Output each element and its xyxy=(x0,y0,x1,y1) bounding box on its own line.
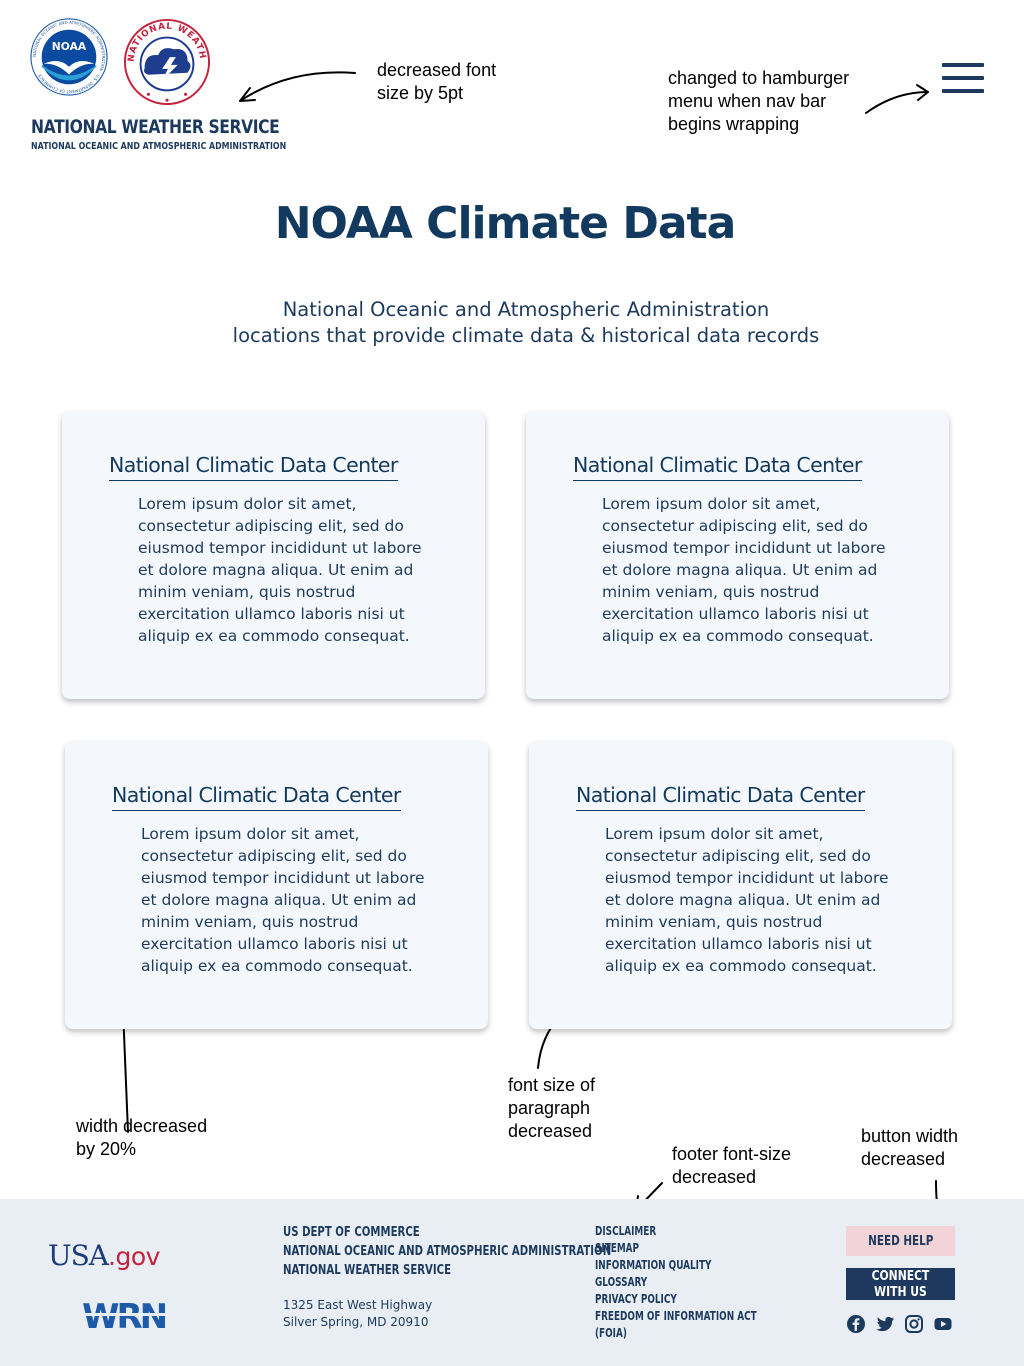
footer-org-list: US DEPT OF COMMERCE NATIONAL OCEANIC AND… xyxy=(283,1223,611,1280)
footer-link-foia-abbr[interactable]: (FOIA) xyxy=(595,1326,627,1340)
noaa-logo: NATIONAL OCEANIC AND ATMOSPHERIC ADMINIS… xyxy=(30,18,108,96)
hamburger-line xyxy=(942,89,984,93)
card-title[interactable]: National Climatic Data Center xyxy=(573,453,862,481)
footer-link-sitemap[interactable]: SITEMAP xyxy=(595,1241,640,1255)
card-body: Lorem ipsum dolor sit amet, consectetur … xyxy=(602,495,886,645)
hamburger-menu-icon[interactable] xyxy=(942,63,984,97)
connect-label: CONNECT WITH US xyxy=(871,1268,930,1300)
need-help-button[interactable]: NEED HELP xyxy=(846,1226,955,1256)
page-title: NOAA Climate Data xyxy=(274,198,737,249)
svg-text:NOAA: NOAA xyxy=(52,40,87,53)
card-title[interactable]: National Climatic Data Center xyxy=(576,783,865,811)
card-title[interactable]: National Climatic Data Center xyxy=(112,783,401,811)
usa-gov-suffix: .gov xyxy=(108,1242,160,1271)
card-body: Lorem ipsum dolor sit amet, consectetur … xyxy=(138,495,422,645)
annotation-button: button width decreased xyxy=(861,1126,959,1169)
footer-link-disclaimer[interactable]: DISCLAIMER xyxy=(595,1224,657,1238)
card-body: Lorem ipsum dolor sit amet, consectetur … xyxy=(605,825,889,975)
facebook-icon[interactable] xyxy=(846,1314,866,1334)
footer-links: DISCLAIMER SITEMAP INFORMATION QUALITY G… xyxy=(595,1223,757,1342)
footer-org-line: US DEPT OF COMMERCE xyxy=(283,1225,420,1240)
instagram-icon[interactable] xyxy=(904,1314,924,1334)
annotation-hamburger: changed to hamburger menu when nav bar b… xyxy=(668,68,850,134)
footer-org-line: NATIONAL WEATHER SERVICE xyxy=(283,1263,452,1278)
brand-subtitle: NATIONAL OCEANIC AND ATMOSPHERIC ADMINIS… xyxy=(31,141,287,152)
card-body: Lorem ipsum dolor sit amet, consectetur … xyxy=(141,825,425,975)
address-line: 1325 East West Highway xyxy=(283,1298,433,1312)
address-line: Silver Spring, MD 20910 xyxy=(283,1315,429,1329)
hamburger-line xyxy=(942,63,984,67)
connect-with-us-button[interactable]: CONNECT WITH US xyxy=(846,1268,955,1300)
footer-address: 1325 East West Highway Silver Spring, MD… xyxy=(283,1297,432,1331)
brand-title: NATIONAL WEATHER SERVICE xyxy=(31,116,280,138)
footer-link-information-quality[interactable]: INFORMATION QUALITY xyxy=(595,1258,712,1272)
footer-link-glossary[interactable]: GLOSSARY xyxy=(595,1275,648,1289)
need-help-label: NEED HELP xyxy=(867,1233,934,1249)
page-subtitle: National Oceanic and Atmospheric Adminis… xyxy=(0,297,1024,349)
twitter-icon[interactable] xyxy=(875,1314,895,1334)
wrn-logo[interactable]: WRN xyxy=(82,1298,174,1332)
data-center-card[interactable]: National Climatic Data Center Lorem ipsu… xyxy=(529,741,952,1029)
nws-logo: NATIONAL WEATHER SERVICE xyxy=(122,18,211,106)
annotation-paragraph: font size of paragraph decreased xyxy=(508,1075,596,1141)
footer-org-line: NATIONAL OCEANIC AND ATMOSPHERIC ADMINIS… xyxy=(283,1244,612,1259)
footer-link-privacy-policy[interactable]: PRIVACY POLICY xyxy=(595,1292,677,1306)
data-center-card[interactable]: National Climatic Data Center Lorem ipsu… xyxy=(526,411,949,699)
annotation-width: width decreased by 20% xyxy=(76,1116,208,1159)
data-center-card[interactable]: National Climatic Data Center Lorem ipsu… xyxy=(65,741,488,1029)
annotation-font-size: decreased font size by 5pt xyxy=(377,60,497,103)
card-title[interactable]: National Climatic Data Center xyxy=(109,453,398,481)
subtitle-line: locations that provide climate data & hi… xyxy=(232,324,820,347)
subtitle-line: National Oceanic and Atmospheric Adminis… xyxy=(282,298,770,321)
youtube-icon[interactable] xyxy=(933,1314,953,1334)
data-center-card[interactable]: National Climatic Data Center Lorem ipsu… xyxy=(62,411,485,699)
footer-link-foia[interactable]: FREEDOM OF INFORMATION ACT xyxy=(595,1309,757,1323)
usa-gov-prefix: USA xyxy=(48,1239,109,1272)
hamburger-line xyxy=(942,76,984,80)
usa-gov-logo[interactable]: USA.gov xyxy=(48,1239,160,1272)
annotation-footer: footer font-size decreased xyxy=(672,1144,792,1187)
